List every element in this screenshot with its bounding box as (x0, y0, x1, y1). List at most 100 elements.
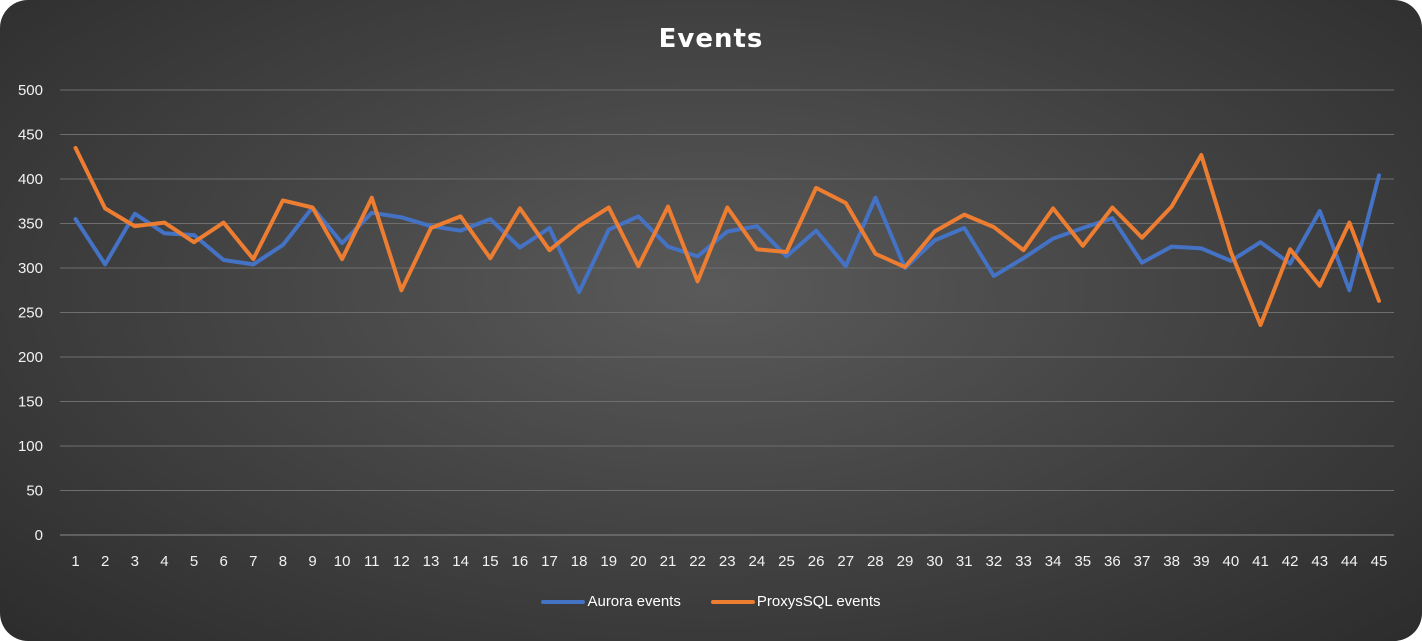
y-tick-label: 150 (18, 394, 43, 411)
data-point (252, 258, 254, 260)
data-point (1141, 262, 1143, 264)
data-point (1230, 260, 1232, 262)
data-point (400, 216, 402, 218)
data-point (815, 187, 817, 189)
x-tick-label: 33 (1015, 553, 1032, 570)
data-point (1289, 263, 1291, 265)
data-point (815, 230, 817, 232)
x-tick-label: 32 (986, 553, 1003, 570)
data-point (697, 255, 699, 257)
series-line-0 (73, 173, 1381, 294)
x-tick-label: 2 (101, 553, 109, 570)
legend-swatch (541, 599, 586, 604)
data-point (75, 147, 76, 149)
x-tick-label: 38 (1163, 553, 1180, 570)
x-tick-label: 13 (423, 553, 440, 570)
data-point (697, 280, 699, 282)
y-tick-label: 500 (18, 82, 43, 99)
data-point (637, 215, 639, 217)
x-tick-label: 26 (808, 553, 825, 570)
data-point (371, 197, 373, 199)
y-tick-label: 350 (18, 216, 43, 233)
data-point (489, 218, 491, 220)
data-point (1171, 206, 1173, 208)
y-tick-label: 300 (18, 260, 43, 277)
data-point (519, 207, 521, 209)
data-point (489, 257, 491, 259)
data-point (549, 249, 550, 251)
data-point (578, 291, 580, 293)
data-point (460, 230, 462, 232)
data-point (252, 263, 254, 265)
data-point (608, 229, 610, 231)
x-tick-label: 16 (512, 553, 529, 570)
data-point (1260, 324, 1261, 326)
series-line-1 (73, 145, 1381, 327)
data-point (193, 234, 195, 236)
data-point (637, 265, 639, 267)
data-point (667, 246, 669, 248)
data-point (1378, 174, 1380, 176)
x-tick-label: 37 (1134, 553, 1151, 570)
series-1 (73, 145, 1381, 327)
data-point (400, 289, 402, 291)
data-point (786, 251, 787, 253)
x-tick-label: 45 (1371, 553, 1388, 570)
data-point (104, 207, 106, 209)
x-tick-label: 10 (334, 553, 351, 570)
data-point (371, 212, 373, 214)
x-tick-label: 14 (452, 553, 469, 570)
x-tick-label: 19 (600, 553, 617, 570)
x-tick-label: 31 (956, 553, 973, 570)
data-point (904, 266, 906, 268)
data-point (993, 275, 995, 277)
data-point (934, 239, 936, 241)
x-tick-label: 23 (719, 553, 736, 570)
data-point (341, 258, 343, 260)
data-point (608, 206, 610, 208)
x-tick-label: 36 (1104, 553, 1121, 570)
data-point (934, 231, 936, 233)
x-tick-label: 11 (364, 553, 380, 570)
data-point (1200, 154, 1202, 156)
data-point (1319, 210, 1321, 212)
data-point (1378, 300, 1380, 302)
x-tick-label: 42 (1282, 553, 1299, 570)
x-tick-label: 17 (541, 553, 558, 570)
data-point (756, 248, 758, 250)
x-tick-label: 6 (219, 553, 227, 570)
x-tick-label: 1 (71, 553, 79, 570)
data-point (1348, 222, 1350, 224)
data-point (756, 225, 758, 227)
y-tick-label: 50 (26, 483, 43, 500)
data-point (963, 227, 965, 229)
x-tick-label: 15 (482, 553, 499, 570)
data-point (993, 226, 995, 228)
data-point (163, 232, 165, 234)
x-tick-label: 35 (1074, 553, 1091, 570)
x-tick-label: 41 (1252, 553, 1269, 570)
y-tick-label: 0 (35, 527, 43, 544)
data-point (519, 247, 521, 249)
x-tick-label: 29 (897, 553, 914, 570)
series-0 (73, 173, 1381, 294)
x-tick-label: 12 (393, 553, 410, 570)
data-point (75, 218, 76, 220)
legend-swatch (710, 599, 755, 604)
x-tick-label: 9 (308, 553, 316, 570)
data-point (963, 214, 965, 216)
data-point (1111, 206, 1113, 208)
data-point (341, 242, 343, 244)
data-point (282, 244, 284, 246)
data-point (1230, 251, 1232, 253)
data-point (786, 255, 787, 257)
data-point (1052, 238, 1054, 240)
x-tick-label: 28 (867, 553, 884, 570)
data-point (874, 197, 876, 199)
legend-item-0: Aurora events (541, 593, 681, 610)
x-tick-label: 39 (1193, 553, 1210, 570)
y-tick-label: 250 (18, 305, 43, 322)
data-point (726, 231, 728, 233)
data-point (223, 222, 225, 224)
